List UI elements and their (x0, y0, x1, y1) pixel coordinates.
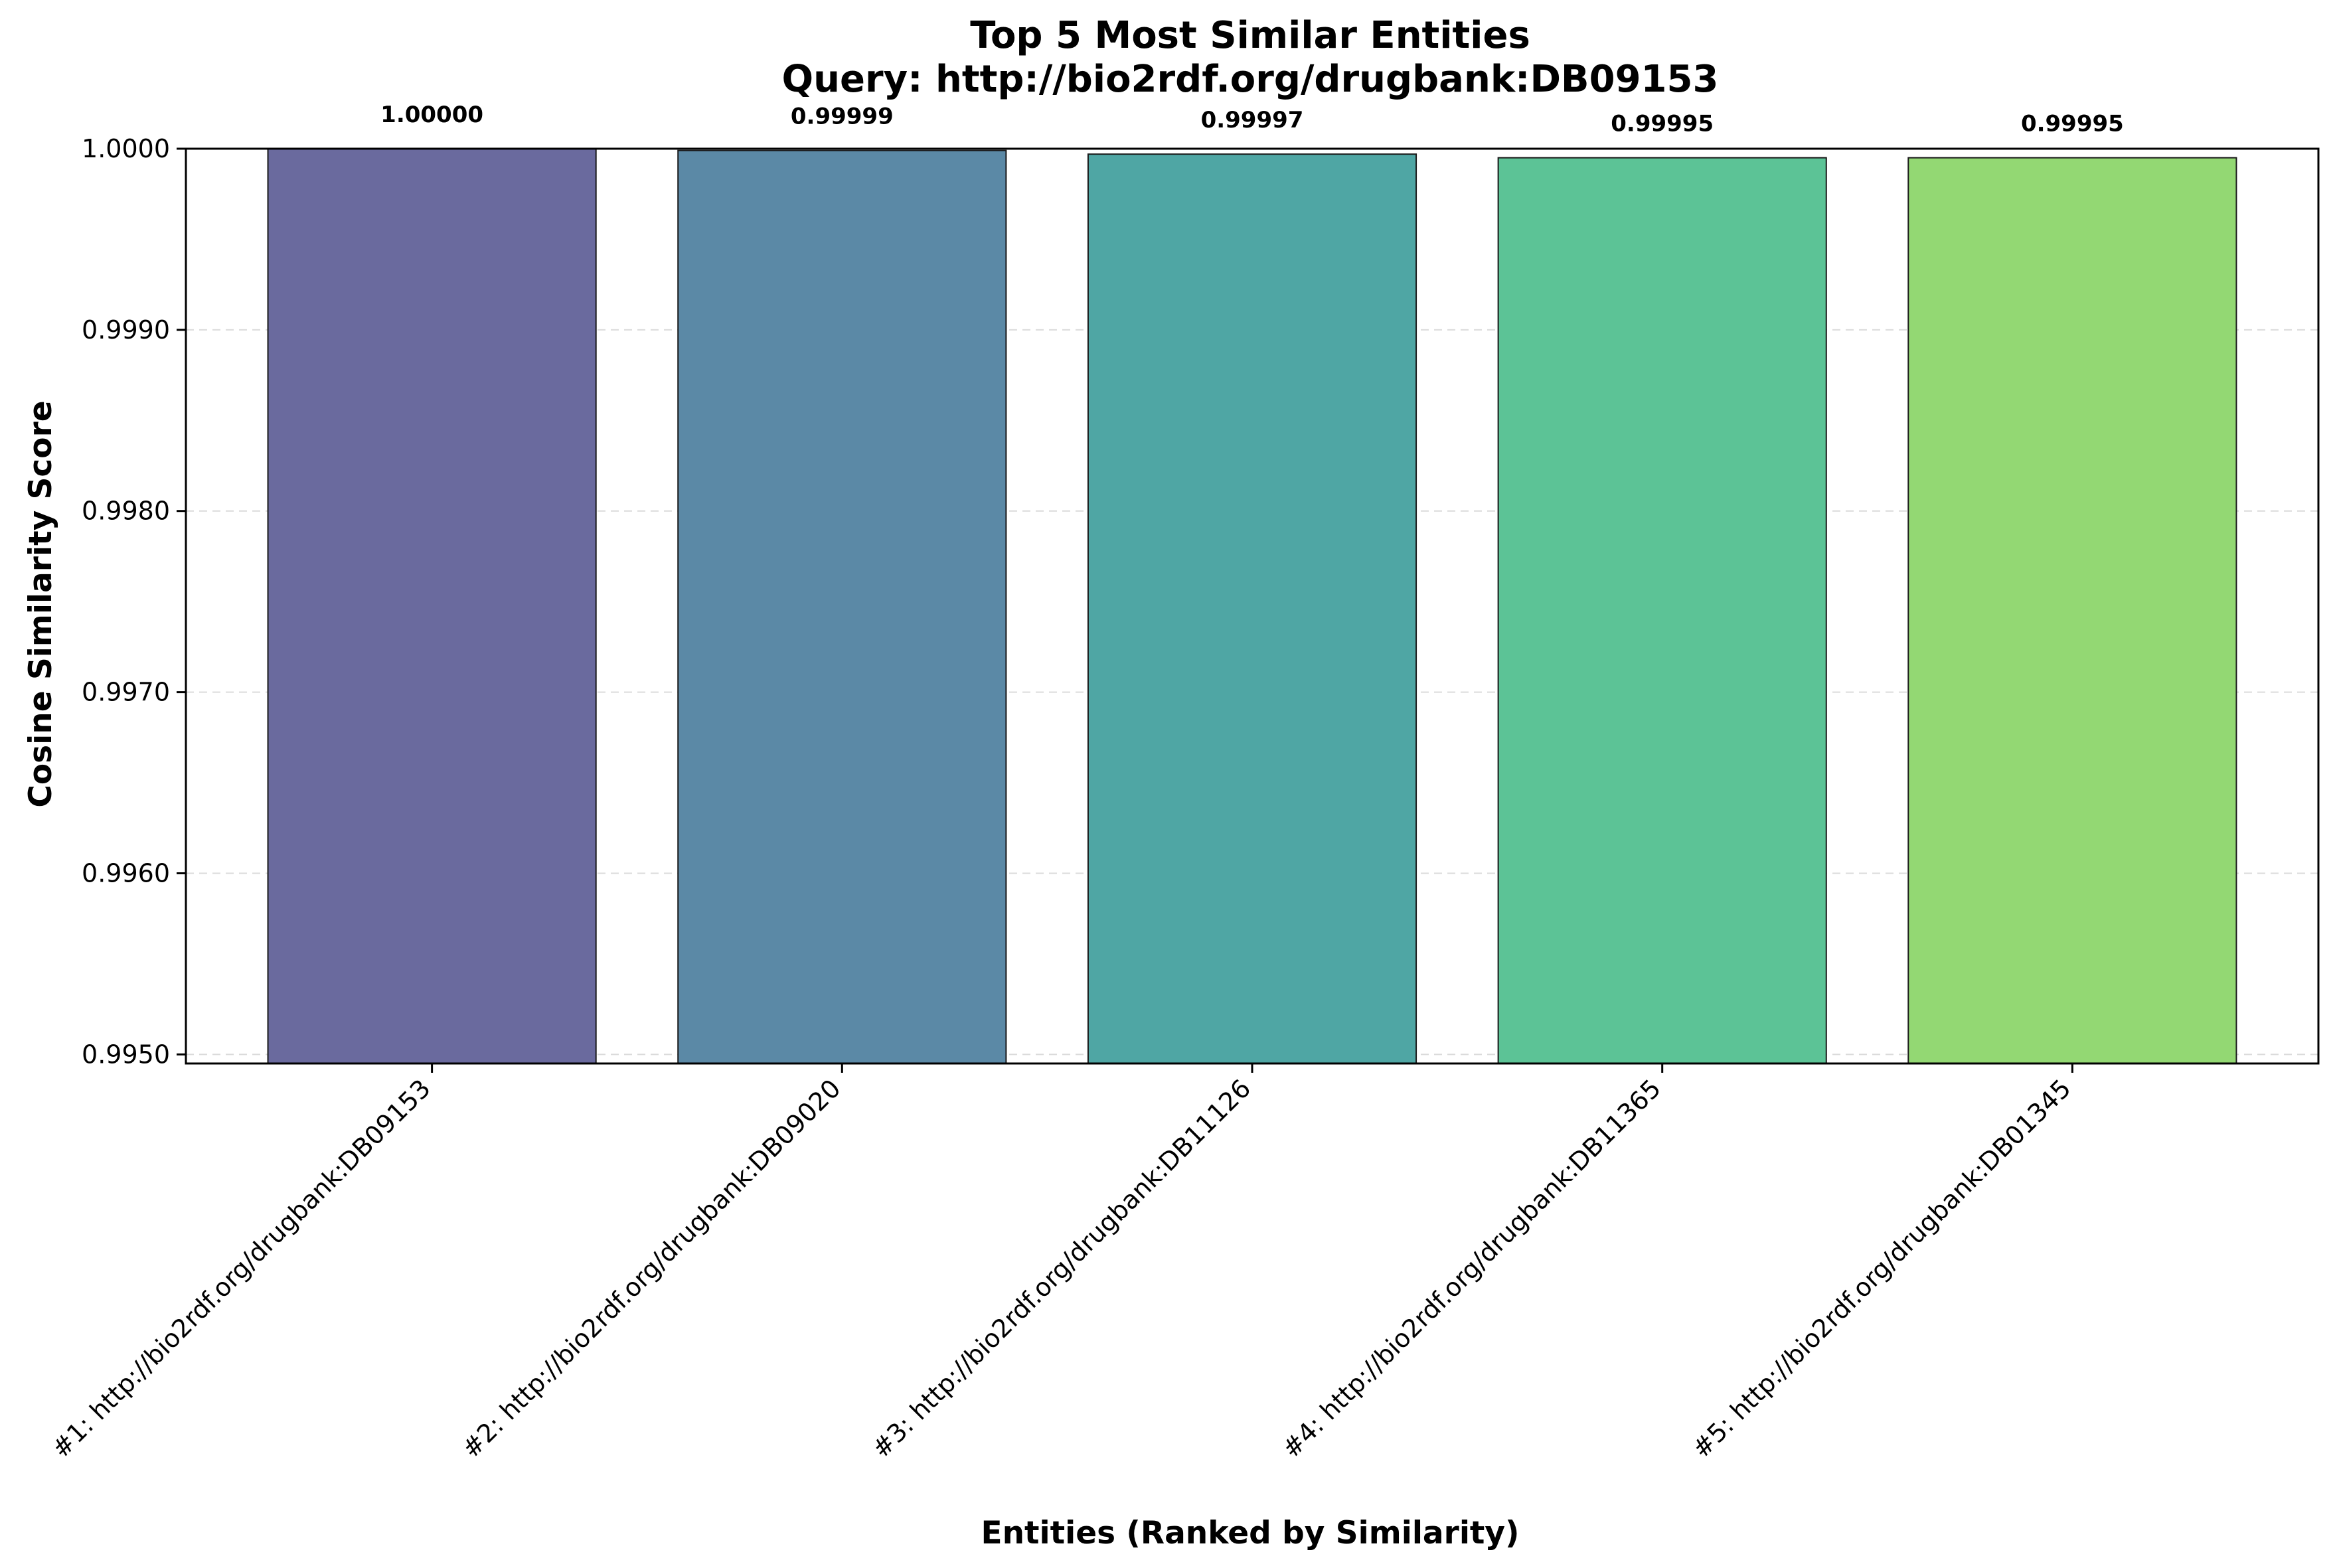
data-label-1: 1.00000 (380, 102, 483, 128)
y-tick-label: 0.9960 (82, 858, 170, 888)
y-axis-label: Cosine Similarity Score (23, 400, 59, 807)
bar-1 (267, 148, 597, 1064)
x-tick-label-4: #4: http://bio2rdf.org/drugbank:DB11365 (1277, 1073, 1666, 1463)
bar-2 (677, 149, 1007, 1064)
y-tick-label: 0.9950 (82, 1040, 170, 1069)
chart-title: Top 5 Most Similar Entities (970, 14, 1530, 57)
bar-3 (1087, 153, 1417, 1064)
chart-subtitle: Query: http://bio2rdf.org/drugbank:DB091… (782, 58, 1719, 101)
bar-4 (1497, 157, 1827, 1065)
data-label-3: 0.99997 (1201, 107, 1304, 133)
x-tick-label-1: #1: http://bio2rdf.org/drugbank:DB09153 (46, 1073, 436, 1463)
x-tick-label-5: #5: http://bio2rdf.org/drugbank:DB01345 (1686, 1073, 2076, 1463)
x-axis: #1: http://bio2rdf.org/drugbank:DB09153 #… (46, 1063, 2077, 1464)
data-label-4: 0.99995 (1611, 111, 1714, 137)
y-tick-label: 0.9980 (82, 497, 170, 526)
bars (267, 148, 2237, 1065)
y-tick-label: 1.0000 (82, 134, 170, 163)
bar-5 (1907, 157, 2237, 1065)
data-labels: 1.00000 0.99999 0.99997 0.99995 0.99995 (380, 102, 2124, 137)
x-tick-label-2: #2: http://bio2rdf.org/drugbank:DB09020 (456, 1073, 846, 1463)
y-axis: 0.9950 0.9960 0.9970 0.9980 0.9990 1.0000 (82, 134, 186, 1069)
data-label-2: 0.99999 (791, 104, 894, 130)
y-tick-label: 0.9970 (82, 678, 170, 707)
data-label-5: 0.99995 (2021, 111, 2124, 137)
y-tick-label: 0.9990 (82, 315, 170, 345)
x-tick-label-3: #3: http://bio2rdf.org/drugbank:DB11126 (866, 1073, 1256, 1463)
x-axis-label: Entities (Ranked by Similarity) (981, 1515, 1519, 1551)
